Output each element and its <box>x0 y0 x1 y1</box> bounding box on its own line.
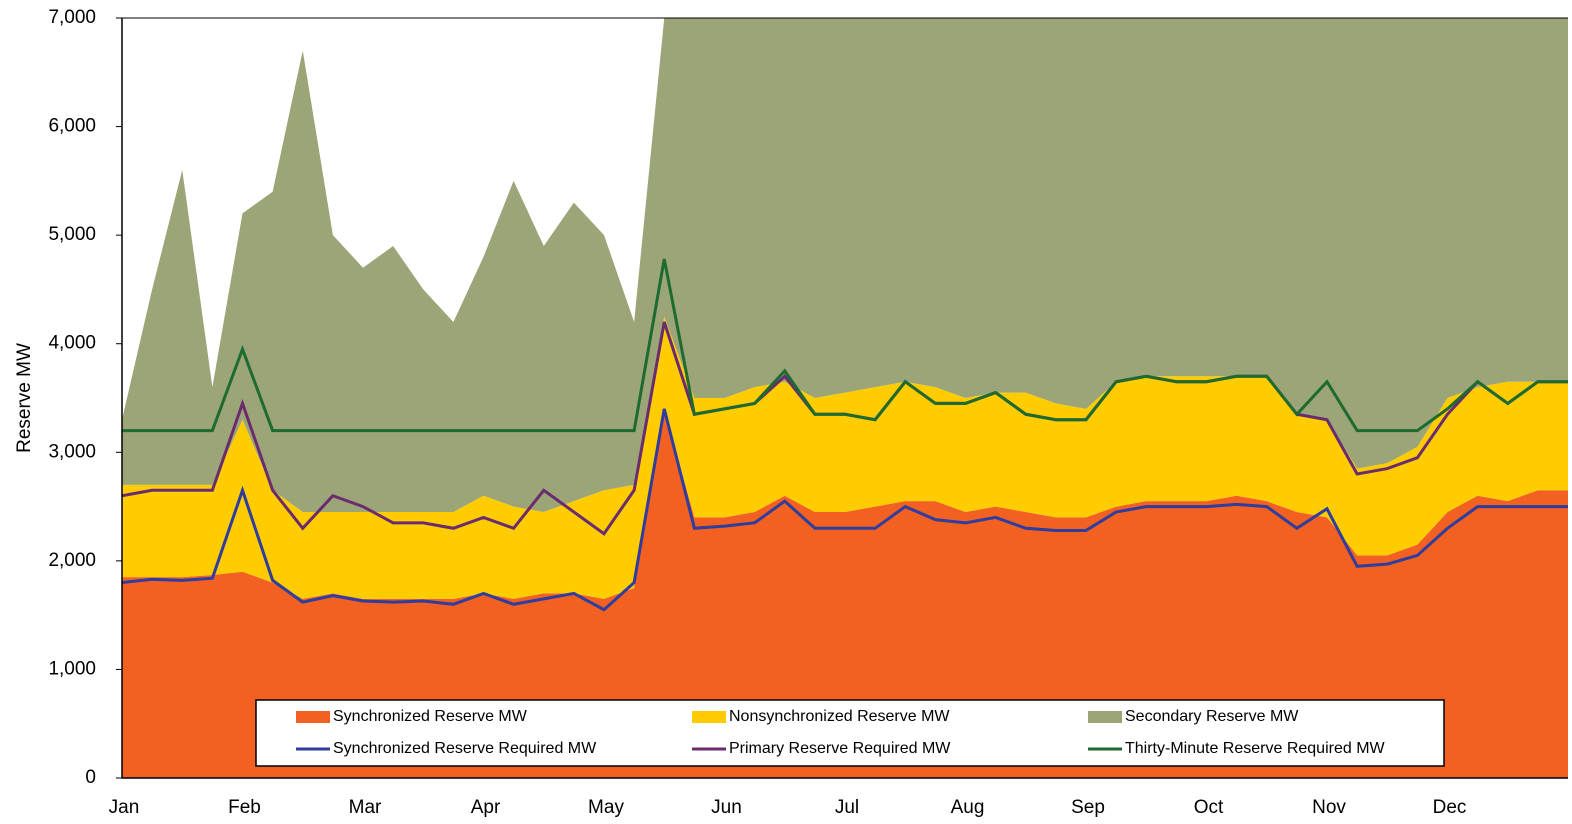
x-tick-label: Jun <box>711 797 742 818</box>
legend-label: Secondary Reserve MW <box>1125 708 1299 725</box>
line <box>122 258 1568 433</box>
legend-label: Thirty-Minute Reserve Required MW <box>1125 740 1386 757</box>
y-tick-label: 3,000 <box>48 441 96 462</box>
x-tick-label: Jan <box>109 797 140 818</box>
x-tick-label: Aug <box>951 797 985 818</box>
x-tick-label: Dec <box>1433 797 1467 818</box>
legend-label: Nonsynchronized Reserve MW <box>729 708 950 725</box>
legend-box <box>255 699 1445 767</box>
legend-swatch <box>1088 711 1122 723</box>
legend: Synchronized Reserve MW Nonsynchronized R… <box>255 699 1445 767</box>
x-tick-label: Nov <box>1312 797 1346 818</box>
y-tick-label: 1,000 <box>48 658 96 679</box>
legend-label: Synchronized Reserve Required MW <box>333 740 597 757</box>
x-tick-label: Feb <box>228 797 261 818</box>
area <box>122 316 1568 599</box>
y-tick-label: 5,000 <box>48 224 96 245</box>
line <box>122 408 1568 612</box>
x-tick-label: May <box>588 797 624 818</box>
y-tick-label: 4,000 <box>48 333 96 354</box>
x-tick-label: Oct <box>1194 797 1224 818</box>
area <box>122 18 1568 512</box>
plot-area <box>122 18 1568 778</box>
legend-swatch <box>692 711 726 723</box>
y-axis-title: Reserve MW <box>14 343 35 453</box>
legend-label: Synchronized Reserve MW <box>333 708 528 725</box>
y-tick-label: 2,000 <box>48 550 96 571</box>
legend-label: Primary Reserve Required MW <box>729 740 951 757</box>
x-tick-label: Apr <box>471 797 501 818</box>
legend-swatch <box>296 711 330 723</box>
x-tick-label: Mar <box>349 797 382 818</box>
y-tick-label: 0 <box>85 767 96 788</box>
y-tick-label: 7,000 <box>48 7 96 28</box>
x-tick-label: Sep <box>1071 797 1105 818</box>
y-tick-label: 6,000 <box>48 116 96 137</box>
x-tick-label: Jul <box>835 797 859 818</box>
